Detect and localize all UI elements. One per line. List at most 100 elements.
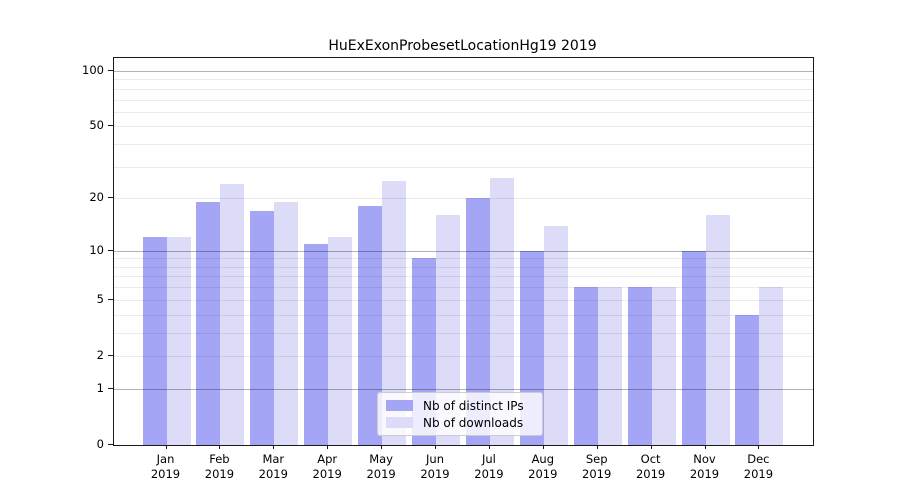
gridline-2 [114,355,813,357]
gridline-4 [114,314,813,316]
bar-aug-downloads [543,225,568,445]
y-tick-label-5: 5 [96,291,104,306]
x-tick-label-year: 2019 [635,467,666,481]
x-tick-mark-oct [650,445,652,449]
x-tick-mark-jul [488,445,490,449]
x-tick-label-year: 2019 [150,467,181,481]
x-tick-mark-may [381,445,383,449]
x-tick-mark-sep [596,445,598,449]
x-tick-label-dec: Dec 2019 [728,452,788,482]
x-tick-mark-jan [165,445,167,449]
bar-nov-distinct-ips [681,250,706,445]
y-tick-label-100: 100 [82,63,104,77]
bar-oct-distinct-ips [627,287,652,445]
x-tick-label-month: Oct [640,452,661,466]
gridline-10 [114,250,813,252]
x-tick-label-year: 2019 [528,467,558,481]
gridline-40 [114,144,813,146]
bar-nov-downloads [705,215,730,445]
x-tick-label-year: 2019 [258,467,288,481]
x-tick-mark-dec [758,445,760,449]
bar-apr-distinct-ips [304,243,329,445]
x-tick-mark-aug [542,445,544,449]
x-tick-mark-nov [704,445,706,449]
bar-sep-downloads [597,287,622,445]
gridline-70 [114,99,813,101]
bar-oct-downloads [651,287,676,445]
y-tick-label-10: 10 [89,242,104,257]
y-tick-mark-20 [108,197,113,199]
bar-sep-distinct-ips [573,287,598,445]
y-tick-label-2: 2 [96,347,104,362]
legend-item-downloads: Nb of downloads [386,415,534,430]
x-tick-label-nov: Nov 2019 [675,452,735,482]
gridline-20 [114,198,813,200]
x-tick-label-year: 2019 [420,467,450,481]
legend-label-downloads: Nb of downloads [423,415,524,430]
x-tick-label-year: 2019 [689,467,720,481]
x-tick-label-month: Jun [426,452,444,466]
x-tick-label-month: Sep [585,452,608,466]
gridline-80 [114,88,813,90]
x-tick-label-aug: Aug 2019 [513,452,573,482]
x-tick-label-month: Aug [531,452,555,466]
x-tick-label-month: Nov [693,452,716,466]
bar-jan-downloads [166,237,191,445]
y-tick-mark-2 [108,354,113,356]
y-tick-label-0: 0 [96,437,104,451]
bar-jan-distinct-ips [142,237,167,445]
legend: Nb of distinct IPs Nb of downloads [377,392,543,436]
gridline-8 [114,266,813,268]
x-tick-label-month: Apr [317,452,338,466]
bar-feb-distinct-ips [196,202,221,445]
gridline-5 [114,299,813,301]
bar-dec-distinct-ips [735,314,760,445]
x-tick-label-year: 2019 [366,467,396,481]
x-tick-mark-apr [327,445,329,449]
x-tick-label-month: Feb [209,452,230,466]
gridline-9 [114,258,813,260]
y-tick-mark-10 [108,249,113,251]
gridline-100 [114,71,813,72]
x-tick-label-oct: Oct 2019 [621,452,681,482]
bar-feb-downloads [220,184,245,445]
y-tick-mark-1 [108,387,113,389]
gridline-6 [114,287,813,289]
y-tick-mark-50 [108,125,113,127]
bar-mar-downloads [274,202,299,445]
x-tick-label-year: 2019 [204,467,235,481]
x-tick-label-year: 2019 [582,467,612,481]
x-tick-mark-jun [435,445,436,449]
legend-swatch-downloads [386,417,413,428]
x-tick-label-year: 2019 [312,467,342,481]
x-tick-label-year: 2019 [474,467,504,481]
gridline-60 [114,111,813,113]
x-tick-label-jul: Jul 2019 [459,452,519,482]
legend-label-distinct-ips: Nb of distinct IPs [423,398,524,413]
y-tick-mark-5 [108,298,113,300]
x-tick-label-mar: Mar 2019 [243,452,303,482]
x-tick-label-month: Mar [262,452,285,466]
x-tick-label-feb: Feb 2019 [189,452,249,482]
gridline-3 [114,332,813,334]
y-tick-label-50: 50 [89,118,104,133]
bar-apr-downloads [328,237,353,445]
x-tick-label-sep: Sep 2019 [567,452,627,482]
x-tick-label-month: Jul [481,452,496,466]
x-tick-mark-feb [219,445,221,449]
y-tick-label-20: 20 [89,190,104,205]
chart-title: HuExExonProbesetLocationHg19 2019 [328,38,597,54]
gridline-90 [114,79,813,81]
gridline-30 [114,166,813,168]
x-tick-label-may: May 2019 [351,452,411,482]
bar-dec-downloads [759,287,784,445]
y-tick-mark-100 [108,70,113,71]
x-tick-label-month: May [369,452,393,466]
gridline-50 [114,126,813,128]
x-tick-label-jan: Jan 2019 [136,452,196,482]
plot-area [113,57,814,446]
y-tick-label-1: 1 [96,380,104,395]
gridline-1 [114,388,813,390]
x-tick-label-month: Jan [156,452,175,466]
